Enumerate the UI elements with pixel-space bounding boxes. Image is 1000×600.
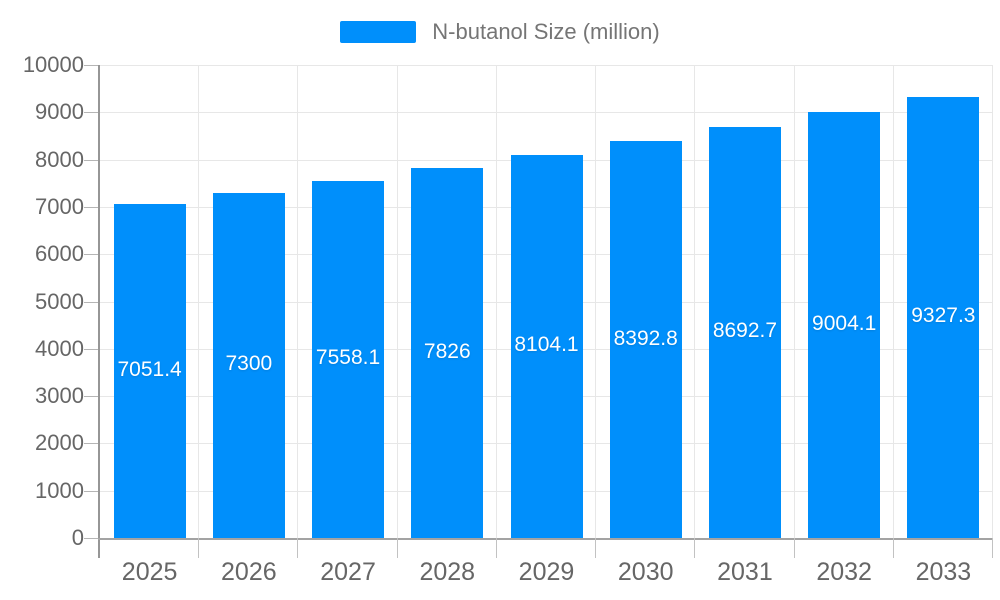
gridline-v [198, 65, 200, 538]
gridline-h [100, 65, 993, 66]
y-axis-tick [84, 301, 98, 303]
y-axis-tick [84, 159, 98, 161]
y-axis-label: 2000 [35, 430, 84, 456]
bar-2029[interactable] [510, 154, 583, 538]
y-axis-tick [84, 348, 98, 350]
y-axis-label: 3000 [35, 383, 84, 409]
x-axis-label: 2025 [121, 558, 178, 586]
x-axis-tick [793, 538, 795, 558]
x-axis-label: 2029 [518, 558, 575, 586]
y-axis-tick [84, 396, 98, 398]
bar-2032[interactable] [808, 112, 881, 538]
x-axis-label: 2031 [717, 558, 773, 586]
y-axis-label: 10000 [22, 52, 84, 77]
gridline-v [992, 65, 993, 538]
bar-2028[interactable] [411, 167, 484, 538]
x-axis-tick [297, 538, 299, 558]
x-axis-label: 2030 [617, 558, 674, 586]
x-axis-tick [396, 538, 398, 558]
bar-2027[interactable] [312, 180, 385, 538]
gridline-v [892, 65, 894, 538]
y-axis-label: 5000 [35, 288, 84, 314]
y-axis-tick [84, 538, 98, 539]
x-axis-label: 2026 [221, 558, 277, 586]
y-axis-label: 6000 [35, 241, 84, 267]
gridline-v [396, 65, 398, 538]
x-axis-tick [694, 538, 696, 558]
bar-2030[interactable] [609, 141, 682, 538]
y-axis-tick [84, 443, 98, 445]
y-axis-tick [84, 112, 98, 114]
x-axis-tick [595, 538, 597, 558]
x-axis-label: 2033 [915, 558, 972, 586]
y-axis-label: 0 [71, 525, 84, 550]
x-axis-label: 2032 [816, 558, 872, 586]
legend-swatch [340, 21, 417, 43]
y-axis-label: 1000 [35, 477, 84, 503]
y-axis-label: 4000 [35, 335, 84, 361]
y-axis-label: 8000 [35, 146, 84, 172]
gridline-v [495, 65, 497, 538]
legend-label: N-butanol Size (million) [432, 19, 660, 44]
bar-2026[interactable] [212, 192, 285, 538]
bar-2025[interactable] [113, 204, 186, 538]
y-axis-line [98, 65, 100, 558]
x-axis-label: 2027 [320, 558, 376, 586]
y-axis-label: 7000 [35, 193, 84, 219]
plot-area: 7051.4 7300 7558.1 7826 8104.1 8392.8 8692.7 90… [98, 65, 993, 558]
gridline-h [100, 112, 993, 114]
x-axis-line [98, 538, 993, 540]
gridline-v [793, 65, 795, 538]
bar-2031[interactable] [708, 126, 781, 538]
x-axis-tick [992, 538, 993, 558]
y-axis-tick [84, 65, 98, 66]
gridline-v [694, 65, 696, 538]
bar-2033[interactable] [907, 96, 980, 538]
x-axis-tick [495, 538, 497, 558]
legend-item[interactable]: N-butanol Size (million) [0, 16, 1000, 48]
y-axis-tick [84, 206, 98, 208]
y-axis-tick [84, 490, 98, 492]
x-axis-tick [892, 538, 894, 558]
gridline-v [297, 65, 299, 538]
x-axis-label: 2028 [419, 558, 476, 586]
gridline-v [595, 65, 597, 538]
y-axis-tick [84, 254, 98, 256]
x-axis-tick [198, 538, 200, 558]
y-axis-label: 9000 [35, 99, 84, 125]
